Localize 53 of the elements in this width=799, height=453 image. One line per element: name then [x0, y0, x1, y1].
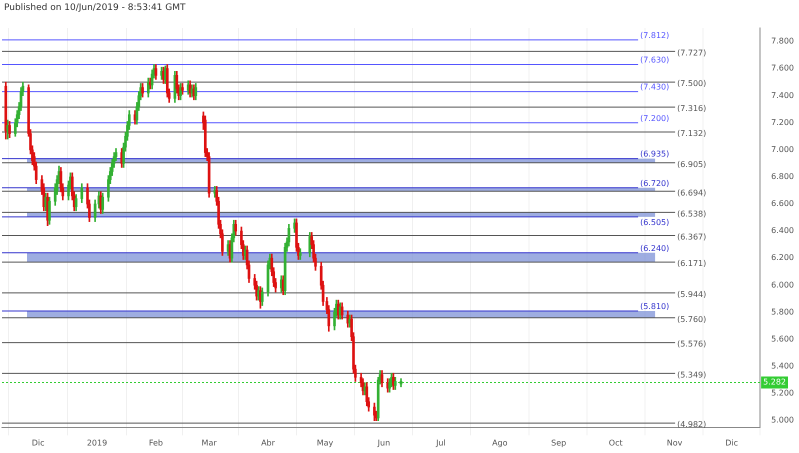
x-tick-label: Feb	[148, 438, 163, 448]
ref-line-label: (5.760)	[677, 314, 706, 324]
y-tick-label: 5.400	[771, 362, 794, 371]
ref-line-label: (7.132)	[677, 129, 706, 138]
x-tick-label: Sep	[551, 438, 566, 448]
x-tick-label: Dic	[32, 438, 44, 448]
ref-line-label: 5.282	[763, 378, 786, 387]
y-tick-label: 7.200	[771, 118, 794, 127]
y-tick-label: 6.200	[771, 253, 794, 262]
x-tick-label: Jun	[376, 438, 390, 448]
y-tick-label: 7.400	[771, 90, 794, 100]
x-tick-label: Abr	[261, 438, 276, 448]
ref-line-label: (6.694)	[677, 188, 706, 198]
ref-line-label: (5.810)	[640, 302, 670, 312]
x-tick-label: Jul	[435, 438, 446, 448]
y-tick-label: 5.600	[771, 334, 794, 344]
y-tick-label: 6.400	[771, 226, 794, 236]
ref-line-label: (7.630)	[640, 56, 670, 65]
ref-line-label: (7.316)	[677, 104, 706, 114]
ref-line-label: (6.538)	[677, 209, 706, 218]
x-tick-label: Ago	[492, 438, 508, 448]
y-tick-label: 5.800	[771, 307, 794, 316]
ref-line-label: (6.720)	[640, 178, 670, 188]
y-tick-label: 7.600	[771, 64, 794, 73]
y-tick-label: 5.200	[771, 388, 794, 398]
ref-line-label: (5.576)	[677, 340, 706, 349]
ref-line-label: (7.500)	[677, 79, 706, 88]
y-tick-label: 7.000	[771, 144, 794, 154]
y-tick-label: 7.800	[771, 36, 794, 46]
ref-line-label: (7.727)	[677, 48, 706, 58]
ref-line-label: (5.944)	[677, 290, 706, 299]
ref-line-label: (6.935)	[640, 150, 670, 159]
ref-line-label: (4.982)	[677, 420, 706, 430]
ref-line-label: (7.200)	[640, 114, 670, 123]
ref-line-label: (6.240)	[640, 244, 670, 253]
ref-line-label: (6.171)	[677, 259, 706, 268]
y-tick-label: 6.800	[771, 172, 794, 182]
x-tick-label: Oct	[608, 438, 623, 448]
x-tick-label: 2019	[86, 438, 108, 448]
y-tick-label: 6.000	[771, 280, 794, 290]
text: Published on 10/Jun/2019 - 8:53:41 GMT	[4, 2, 186, 13]
ref-line-label: (6.905)	[677, 160, 706, 169]
x-tick-label: Mar	[202, 438, 218, 448]
ref-line-label: (7.430)	[640, 82, 670, 92]
x-tick-label: Dic	[725, 438, 738, 448]
ref-line-label: (6.367)	[677, 232, 706, 242]
x-tick-label: Nov	[666, 438, 683, 448]
ref-line-label: (7.812)	[640, 30, 670, 40]
ref-line-label: (5.349)	[677, 370, 706, 380]
y-tick-label: 5.000	[771, 416, 794, 425]
x-tick-label: May	[316, 438, 334, 448]
y-tick-label: 6.600	[771, 199, 794, 208]
ref-line-label: (6.505)	[640, 218, 670, 227]
